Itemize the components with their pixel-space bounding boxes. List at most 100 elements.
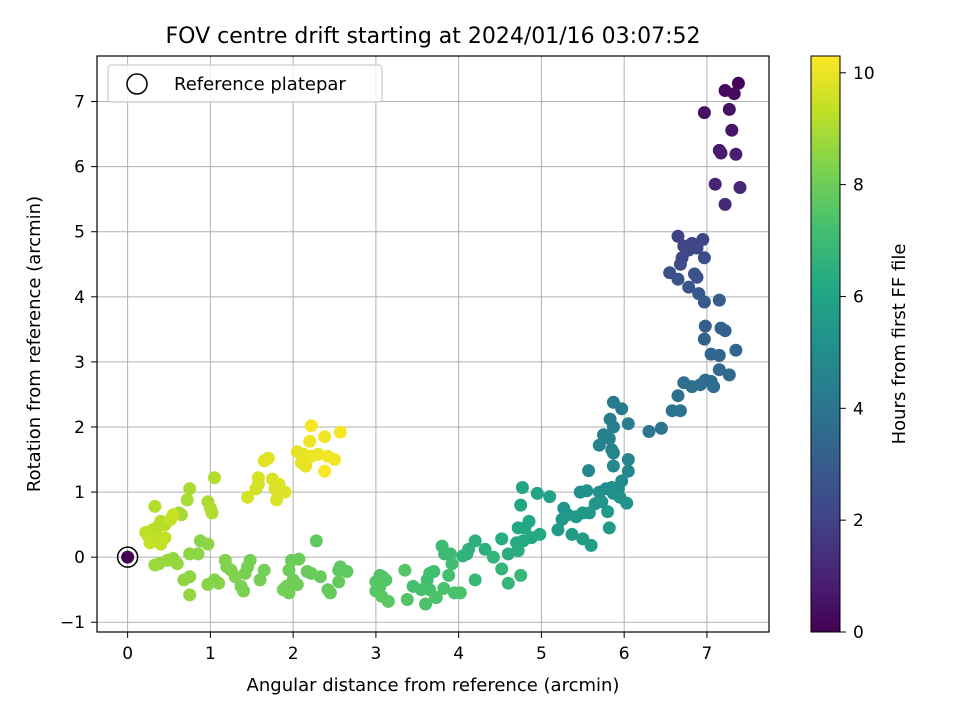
data-point — [533, 527, 547, 541]
data-point — [340, 565, 354, 578]
data-point — [601, 505, 615, 519]
data-point — [514, 568, 528, 582]
data-point — [697, 251, 711, 265]
data-point — [486, 550, 500, 564]
data-point — [582, 506, 596, 520]
data-point — [543, 490, 557, 504]
plot-frame — [96, 55, 770, 633]
data-point — [205, 506, 219, 520]
data-point — [712, 293, 726, 307]
data-point — [685, 380, 699, 394]
data-point — [304, 566, 318, 580]
data-point — [565, 527, 579, 541]
data-point — [621, 464, 635, 478]
data-point — [620, 496, 634, 510]
data-point — [148, 499, 162, 513]
colorbar-tick-label: 2 — [853, 511, 864, 531]
data-point — [183, 547, 197, 561]
data-point — [511, 544, 525, 558]
data-point — [429, 591, 443, 604]
data-point — [318, 464, 332, 478]
legend-box — [107, 64, 383, 103]
data-point — [253, 573, 267, 587]
data-point — [251, 471, 265, 485]
data-point — [602, 521, 616, 535]
grid-lines — [97, 56, 769, 632]
data-point — [654, 421, 668, 435]
data-point — [606, 459, 620, 473]
data-point — [690, 270, 704, 284]
x-tick-label: 6 — [619, 644, 630, 664]
data-point — [453, 586, 467, 600]
data-point — [518, 521, 532, 535]
data-point — [698, 319, 712, 333]
data-point — [208, 471, 221, 485]
data-point — [290, 578, 304, 591]
data-point — [697, 106, 711, 120]
data-point — [154, 537, 168, 551]
data-point — [580, 484, 594, 498]
data-point — [697, 295, 711, 309]
data-point — [602, 432, 616, 446]
reference-point — [116, 546, 139, 568]
data-point — [712, 363, 726, 377]
data-point — [304, 419, 318, 433]
data-point — [166, 508, 180, 522]
data-point — [697, 332, 711, 346]
data-point — [495, 532, 509, 546]
data-point — [718, 324, 732, 338]
legend-label: Reference platepar — [174, 74, 346, 95]
data-point — [642, 425, 656, 438]
x-axis-ticks: 0 1 2 3 4 5 6 7 — [122, 632, 712, 664]
data-point — [261, 451, 275, 465]
data-point — [201, 537, 215, 551]
data-point — [328, 453, 341, 466]
data-point — [285, 553, 298, 567]
data-points — [139, 76, 747, 611]
data-point — [722, 102, 736, 116]
y-tick-label: −1 — [60, 613, 85, 633]
data-point — [237, 584, 250, 598]
data-point — [478, 542, 492, 556]
data-point — [238, 566, 252, 580]
data-point — [515, 481, 529, 494]
data-point — [309, 534, 323, 548]
data-point — [323, 586, 337, 600]
data-point — [708, 177, 722, 191]
data-point — [437, 581, 451, 595]
data-point — [621, 453, 635, 466]
data-point — [729, 147, 743, 161]
data-point — [183, 482, 197, 496]
data-point — [707, 380, 721, 394]
x-tick-label: 4 — [453, 644, 464, 664]
x-axis-label: Angular distance from reference (arcmin) — [247, 675, 620, 696]
data-point — [569, 510, 583, 524]
data-point — [303, 434, 317, 448]
data-point — [584, 538, 598, 552]
y-tick-label: 1 — [74, 483, 85, 503]
colorbar-tick-label: 6 — [853, 287, 864, 307]
data-point — [318, 430, 332, 444]
data-point — [671, 389, 685, 403]
data-point — [592, 438, 606, 452]
colorbar-tick-label: 0 — [853, 623, 864, 643]
y-axis-label: Rotation from reference (arcmin) — [24, 196, 45, 492]
data-point — [143, 536, 157, 550]
x-tick-label: 5 — [536, 644, 547, 664]
x-tick-label: 3 — [370, 644, 381, 664]
data-point — [733, 181, 747, 194]
data-point — [442, 568, 456, 582]
y-tick-label: 7 — [74, 93, 85, 113]
data-point — [722, 368, 736, 382]
data-point — [727, 87, 741, 101]
data-point — [445, 557, 459, 571]
data-point — [501, 547, 515, 561]
data-point — [514, 498, 528, 512]
colorbar-ticks: 0 2 4 6 8 10 — [840, 64, 875, 643]
data-point — [148, 558, 162, 572]
y-tick-label: 6 — [74, 158, 85, 178]
colorbar-tick-label: 4 — [853, 399, 864, 419]
data-point — [606, 420, 620, 434]
data-point — [180, 493, 194, 507]
data-point — [682, 280, 696, 294]
